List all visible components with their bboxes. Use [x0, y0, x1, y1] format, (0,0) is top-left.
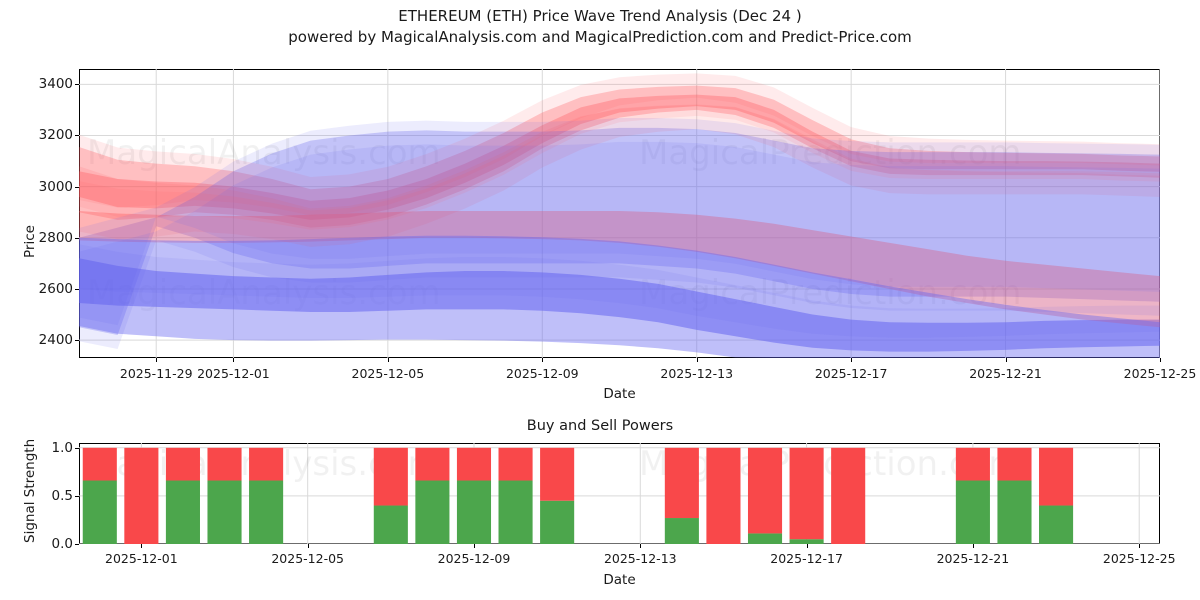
- signal-x-axis-title: Date: [603, 572, 636, 588]
- page-subtitle: powered by MagicalAnalysis.com and Magic…: [288, 28, 912, 46]
- signal-x-tick-mark: [473, 544, 475, 548]
- price-x-tick-mark: [1160, 358, 1161, 362]
- signal-x-tick-mark: [806, 544, 808, 548]
- price-x-tick-label: 2025-12-13: [660, 366, 734, 381]
- price-chart-plot: MagicalAnalysis.com MagicalPrediction.com…: [79, 69, 1160, 358]
- signal-y-tick-mark: [75, 495, 79, 497]
- price-y-tick-label: 2800: [38, 229, 73, 246]
- signal-x-tick-label: 2025-12-09: [437, 551, 511, 566]
- price-y-tick-label: 3000: [38, 178, 73, 195]
- price-x-tick-label: 2025-11-29: [119, 366, 193, 381]
- price-y-tick-mark: [75, 237, 79, 239]
- price-x-tick-mark: [1005, 358, 1007, 362]
- signal-y-tick-label: 0.5: [51, 487, 73, 504]
- price-x-tick-label: 2025-12-21: [969, 366, 1042, 381]
- page-title: ETHEREUM (ETH) Price Wave Trend Analysis…: [398, 7, 802, 25]
- signal-y-tick-label: 0.0: [51, 536, 73, 552]
- price-y-tick-mark: [75, 186, 79, 188]
- price-y-tick-mark: [75, 340, 79, 342]
- signal-x-tick-label: 2025-12-01: [105, 551, 178, 566]
- svg-text:MagicalPrediction.com: MagicalPrediction.com: [639, 133, 1022, 173]
- price-x-tick-mark: [851, 358, 853, 362]
- signal-y-axis-title: Signal Strength: [22, 438, 38, 543]
- price-x-tick-mark: [542, 358, 544, 362]
- price-x-tick-mark: [696, 358, 698, 362]
- signal-x-tick-mark: [1139, 544, 1141, 548]
- signal-x-tick-label: 2025-12-05: [271, 551, 344, 566]
- price-x-tick-label: 2025-12-25: [1123, 366, 1197, 381]
- signal-chart-title: Buy and Sell Powers: [526, 418, 674, 434]
- svg-text:MagicalAnalysis.com: MagicalAnalysis.com: [87, 133, 441, 173]
- price-x-tick-label: 2025-12-09: [505, 366, 579, 381]
- price-y-tick-label: 3200: [38, 127, 73, 144]
- price-wave-chart: MagicalAnalysis.com MagicalPrediction.com…: [79, 69, 1160, 358]
- signal-x-tick-label: 2025-12-25: [1102, 551, 1176, 566]
- price-x-tick-label: 2025-12-05: [351, 366, 425, 381]
- signal-x-tick-label: 2025-12-17: [770, 551, 843, 566]
- signal-x-tick-mark: [640, 544, 642, 548]
- price-y-tick-label: 3400: [38, 76, 73, 93]
- price-x-axis-title: Date: [603, 386, 636, 402]
- signal-x-tick-mark: [141, 544, 143, 548]
- price-x-tick-label: 2025-12-17: [814, 366, 888, 381]
- price-y-tick-label: 2400: [38, 332, 73, 349]
- signal-y-tick-mark: [75, 447, 79, 449]
- signal-x-tick-label: 2025-12-21: [936, 551, 1010, 566]
- price-x-tick-mark: [156, 358, 158, 362]
- price-x-tick-label: 2025-12-01: [197, 366, 270, 381]
- price-y-axis-title: Price: [22, 225, 38, 258]
- signal-y-tick-label: 1.0: [51, 439, 73, 456]
- signal-x-tick-label: 2025-12-13: [603, 551, 677, 566]
- signal-y-tick-mark: [75, 544, 79, 545]
- price-y-tick-mark: [75, 84, 79, 86]
- price-y-tick-mark: [75, 135, 79, 137]
- chart-header: ETHEREUM (ETH) Price Wave Trend Analysis…: [0, 6, 1200, 48]
- price-x-tick-mark: [233, 358, 235, 362]
- price-y-tick-mark: [75, 288, 79, 290]
- signal-x-tick-mark: [972, 544, 974, 548]
- price-x-tick-mark: [387, 358, 389, 362]
- signal-x-tick-mark: [307, 544, 309, 548]
- price-y-tick-label: 2600: [38, 280, 73, 297]
